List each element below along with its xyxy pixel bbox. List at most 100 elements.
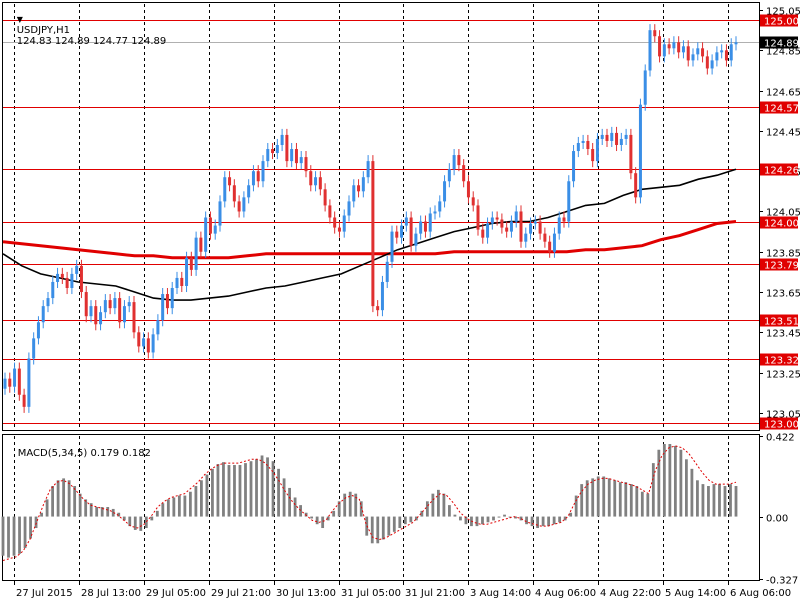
candle-body [414,233,418,246]
macd-bar [211,468,214,517]
macd-bar [425,501,429,517]
candle-body [137,332,141,347]
candle-body [323,189,327,206]
candle-body [486,223,490,238]
macd-bar [1,516,5,556]
candle-body [17,368,21,395]
macd-bar [282,478,286,517]
candle-body [89,306,93,317]
candle-body [658,36,662,57]
macd-bar [707,486,710,517]
candle-body [619,138,623,145]
candle-body [471,197,475,206]
candle-body [60,273,64,278]
candle-body [223,177,227,202]
macd-bar [260,455,264,517]
macd-bar [679,449,683,517]
macd-bar [635,486,639,517]
ma-short-line [2,168,737,301]
candle-body [75,265,79,274]
collapse-arrow-icon[interactable]: ▼ [16,15,23,24]
macd-bar [315,516,319,525]
candle-body [256,171,260,182]
candle-body [357,185,361,192]
macd-bar [734,486,738,517]
candle-body [65,277,69,289]
macd-bar [205,474,209,517]
candle-body [280,134,284,145]
x-tick-label: 4 Aug 06:00 [535,588,596,599]
candle-body [146,338,150,353]
x-tick-label: 30 Jul 13:00 [276,588,336,599]
macd-bar [18,516,21,554]
macd-bar [481,516,484,525]
macd-bar [172,497,176,517]
macd-bar [177,495,181,517]
macd-bar [530,516,534,527]
candle-body [552,233,556,252]
macd-bar [370,516,374,544]
macd-bar [723,486,727,517]
macd-bar [459,516,462,521]
candle-body [371,161,375,307]
candle-body [213,225,217,234]
macd-signal-line [2,445,737,561]
macd-bar [596,476,600,517]
macd-label: MACD(5,34,5) 0.179 0.182 [17,448,151,459]
macd-bar [442,493,446,517]
macd-bar [321,516,325,529]
candle-body [428,213,432,232]
macd-bar [95,507,99,517]
macd-bar [45,499,49,517]
macd-bar [414,516,418,521]
candle-body [170,288,174,309]
candle-body [734,42,738,45]
macd-bar [668,444,672,517]
candle-body [567,181,571,222]
candle-body [36,322,40,339]
candle-body [395,231,399,238]
macd-bar [244,463,247,517]
macd-bar [552,516,556,525]
macd-bar [73,486,77,517]
candle-body [624,134,628,139]
macd-bar [392,516,396,532]
x-tick-label: 29 Jul 05:00 [146,588,206,599]
candle-body [543,233,547,242]
price-level-box [760,216,798,229]
candle-body [113,298,117,309]
macd-bar [310,516,314,519]
candle-body [519,211,523,242]
x-tick-label: 5 Aug 14:00 [665,588,726,599]
candle-body [610,132,614,141]
candle-body [51,281,55,299]
candle-body [99,312,103,325]
macd-bar [536,516,539,529]
candle-body [208,217,212,234]
candle-body [500,219,504,228]
macd-bar [161,503,165,517]
candle-body [538,221,542,234]
candle-body [433,211,437,214]
candle-body [576,142,580,152]
candle-body [691,54,695,61]
macd-y-tick-label: -0.327 [766,576,798,587]
candle-body [514,211,518,222]
macd-bar [62,478,66,517]
macd-bar [40,512,43,517]
candle-body [524,233,528,242]
candle-body [294,149,298,164]
candle-body [643,70,647,105]
candle-body [228,177,232,186]
y-tick-label: 124.65 [766,88,800,99]
candle-body [132,302,136,333]
macd-bar [7,516,10,558]
candle-body [509,221,513,232]
candle-body [94,306,98,325]
candle-body [56,273,60,282]
candle-body [103,300,107,313]
candle-body [108,300,112,309]
macd-bar [78,493,82,517]
macd-bar [266,457,269,517]
